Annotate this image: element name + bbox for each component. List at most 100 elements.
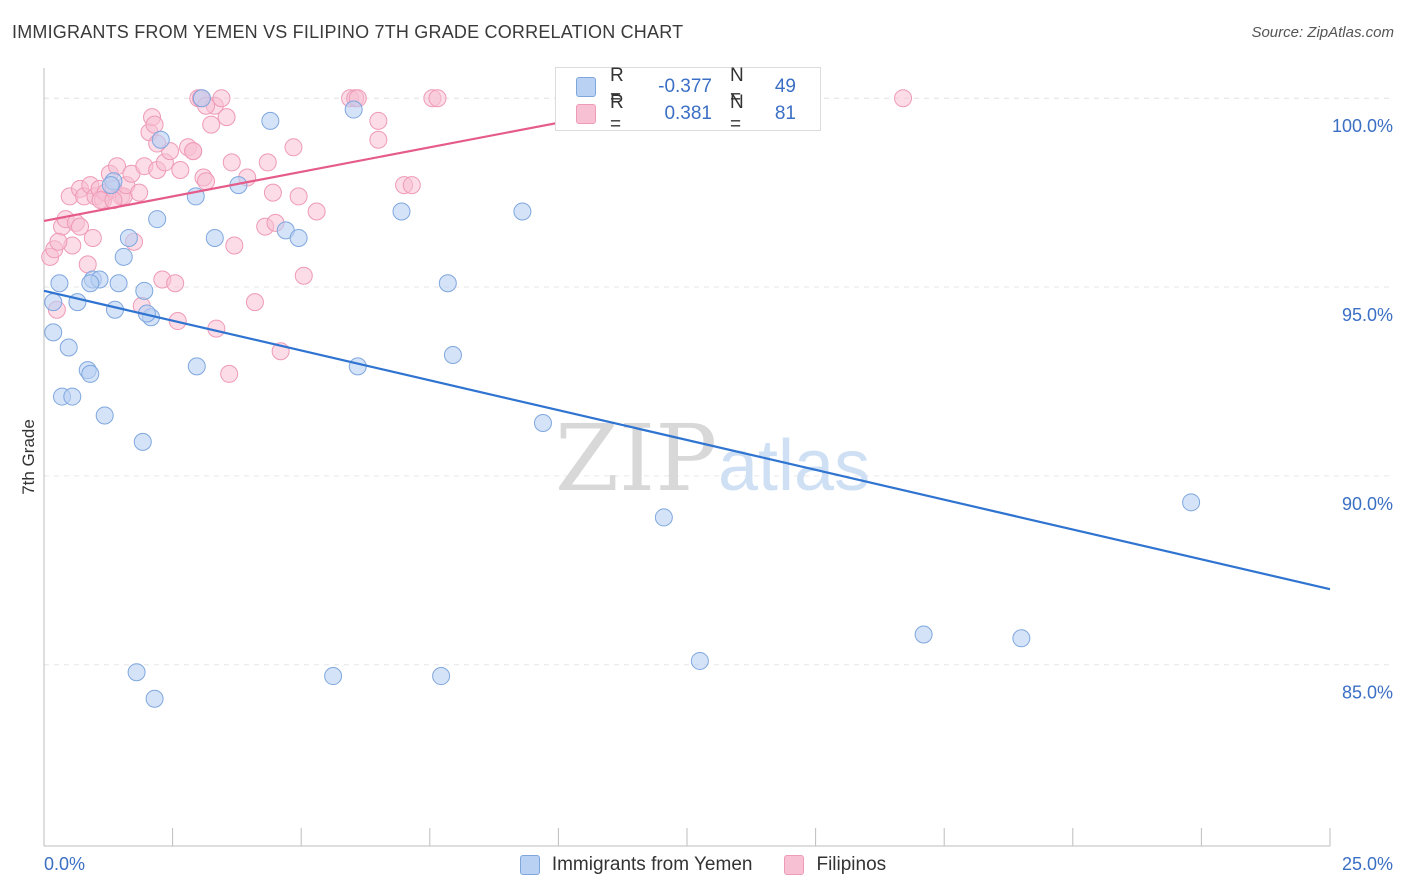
yemen-point bbox=[148, 210, 167, 229]
filipinos-point bbox=[78, 255, 97, 274]
y-axis-label: 7th Grade bbox=[19, 419, 38, 495]
yemen-point bbox=[432, 667, 451, 686]
yemen-point bbox=[109, 274, 128, 293]
filipinos-points bbox=[41, 89, 913, 383]
yemen-point bbox=[95, 406, 114, 425]
y-tick-label: 100.0% bbox=[1332, 116, 1393, 136]
yemen-point bbox=[261, 111, 280, 130]
legend-n-label: N = bbox=[730, 92, 744, 135]
series-legend-filipinos[interactable]: Filipinos bbox=[784, 854, 886, 876]
legend-n-value: 49 bbox=[774, 76, 796, 97]
filipinos-point bbox=[284, 138, 303, 157]
yemen-point bbox=[135, 281, 154, 300]
x-tick-label: 25.0% bbox=[1342, 854, 1393, 874]
series-swatch-filipinos bbox=[784, 855, 805, 875]
yemen-point bbox=[81, 364, 100, 383]
series-legend-yemen[interactable]: Immigrants from Yemen bbox=[519, 854, 753, 876]
yemen-point bbox=[324, 667, 343, 686]
yemen-point bbox=[114, 247, 133, 266]
yemen-point bbox=[348, 357, 367, 376]
legend-row-filipinos: R = 0.381 N = 81 bbox=[576, 92, 796, 135]
series-label-filipinos: Filipinos bbox=[816, 854, 887, 875]
yemen-point bbox=[133, 432, 152, 451]
yemen-point bbox=[513, 202, 532, 221]
filipinos-point bbox=[428, 89, 447, 108]
yemen-point bbox=[44, 323, 63, 342]
legend-n-value: 81 bbox=[774, 103, 796, 124]
filipinos-point bbox=[894, 89, 913, 108]
yemen-point bbox=[119, 228, 138, 247]
correlation-legend: R = -0.377 N = 49 R = 0.381 N = 81 bbox=[555, 65, 821, 135]
yemen-point bbox=[1012, 629, 1031, 648]
yemen-point bbox=[533, 414, 552, 433]
yemen-point bbox=[289, 228, 308, 247]
filipinos-point bbox=[263, 183, 282, 202]
filipinos-point bbox=[212, 89, 231, 108]
yemen-point bbox=[59, 338, 78, 357]
filipinos-point bbox=[49, 232, 68, 251]
y-tick-label: 90.0% bbox=[1342, 494, 1393, 514]
filipinos-point bbox=[369, 130, 388, 149]
watermark-atlas: atlas bbox=[718, 426, 870, 506]
filipinos-point bbox=[222, 153, 241, 172]
source-label: Source: ZipAtlas.com bbox=[1251, 24, 1394, 41]
series-label-yemen: Immigrants from Yemen bbox=[551, 854, 753, 875]
yemen-point bbox=[63, 387, 82, 406]
yemen-point bbox=[392, 202, 411, 221]
legend-swatch-yemen bbox=[576, 77, 596, 97]
filipinos-point bbox=[166, 274, 185, 293]
filipinos-point bbox=[202, 115, 221, 134]
filipinos-point bbox=[258, 153, 277, 172]
watermark-zip: ZIP bbox=[555, 405, 717, 512]
legend-r-value: 0.381 bbox=[664, 103, 712, 124]
filipinos-point bbox=[369, 111, 388, 130]
trend-lines bbox=[43, 97, 1331, 591]
filipinos-point bbox=[171, 160, 190, 179]
yemen-point bbox=[145, 689, 164, 708]
legend-row-yemen: R = -0.377 N = 49 bbox=[576, 65, 796, 108]
yemen-point bbox=[44, 293, 63, 312]
axes-layer bbox=[43, 68, 1331, 847]
yemen-point bbox=[344, 100, 363, 119]
yemen-point bbox=[438, 274, 457, 293]
filipinos-point bbox=[145, 115, 164, 134]
yemen-point bbox=[690, 651, 709, 670]
series-legend: Immigrants from Yemen Filipinos bbox=[0, 852, 1406, 878]
yemen-point bbox=[151, 130, 170, 149]
yemen-point bbox=[50, 274, 69, 293]
yemen-point bbox=[654, 508, 673, 527]
filipinos-point bbox=[245, 293, 264, 312]
yemen-points bbox=[44, 89, 1201, 708]
filipinos-point bbox=[220, 364, 239, 383]
yemen-point bbox=[914, 625, 933, 644]
filipinos-point bbox=[83, 228, 102, 247]
filipinos-point bbox=[184, 142, 203, 161]
filipinos-point bbox=[294, 266, 313, 285]
yemen-point bbox=[1182, 493, 1201, 512]
yemen-point bbox=[192, 89, 211, 108]
y-tick-label: 85.0% bbox=[1342, 683, 1393, 703]
series-swatch-yemen bbox=[519, 855, 540, 875]
y-tick-label: 95.0% bbox=[1342, 305, 1393, 325]
legend-r-label: R = bbox=[610, 65, 624, 108]
yemen-point bbox=[101, 176, 120, 195]
legend-r-value: -0.377 bbox=[658, 76, 712, 97]
watermark: ZIP atlas bbox=[555, 405, 870, 512]
axis-labels: 100.0% 95.0% 90.0% 85.0% 0.0% 25.0% 7th Grade bbox=[19, 116, 1393, 874]
legend-n-label: N = bbox=[730, 65, 744, 108]
filipinos-point bbox=[130, 183, 149, 202]
x-tick-label: 0.0% bbox=[44, 854, 85, 874]
yemen-point bbox=[205, 228, 224, 247]
filipinos-point bbox=[217, 108, 236, 127]
chart-title: IMMIGRANTS FROM YEMEN VS FILIPINO 7TH GR… bbox=[12, 22, 684, 42]
legend-r-label: R = bbox=[610, 92, 624, 135]
filipinos-point bbox=[289, 187, 308, 206]
filipinos-point bbox=[197, 172, 216, 191]
filipinos-point bbox=[307, 202, 326, 221]
yemen-point bbox=[443, 346, 462, 365]
filipinos-point bbox=[71, 217, 90, 236]
filipinos-point bbox=[225, 236, 244, 255]
yemen-point bbox=[127, 663, 146, 682]
filipinos-point bbox=[402, 176, 421, 195]
